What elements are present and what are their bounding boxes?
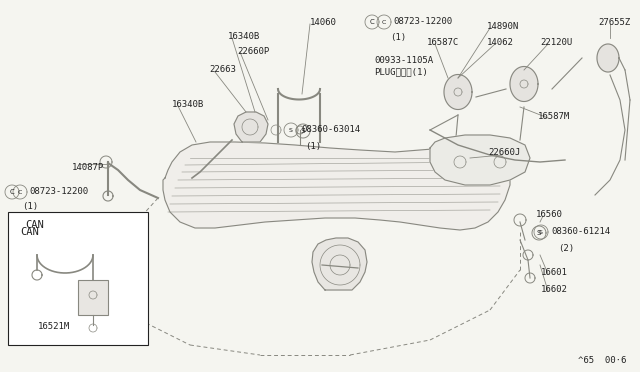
Polygon shape xyxy=(597,44,619,72)
Bar xyxy=(78,280,108,315)
Text: C: C xyxy=(18,189,22,195)
Text: (1): (1) xyxy=(390,33,406,42)
Text: PLUGフック(1): PLUGフック(1) xyxy=(374,67,428,76)
Text: ^65  00·6: ^65 00·6 xyxy=(578,356,627,365)
Text: 16521M: 16521M xyxy=(38,322,70,331)
Text: 27655Z: 27655Z xyxy=(598,18,630,27)
Text: 08723-12200: 08723-12200 xyxy=(393,17,452,26)
Text: C: C xyxy=(10,189,14,195)
Text: (1): (1) xyxy=(22,202,38,211)
Text: CAN: CAN xyxy=(20,227,39,237)
Polygon shape xyxy=(510,67,538,102)
Text: C: C xyxy=(382,19,386,25)
Text: 14060: 14060 xyxy=(310,18,337,27)
Text: 14087P: 14087P xyxy=(72,163,104,172)
Text: 16587C: 16587C xyxy=(427,38,460,47)
Text: 08360-63014: 08360-63014 xyxy=(301,125,360,135)
Text: S: S xyxy=(289,128,293,132)
Text: C: C xyxy=(370,19,374,25)
Text: 22660P: 22660P xyxy=(237,47,269,56)
Polygon shape xyxy=(430,135,530,185)
Text: 16340B: 16340B xyxy=(172,100,204,109)
Text: 08360-61214: 08360-61214 xyxy=(551,228,610,237)
Text: S: S xyxy=(301,128,305,134)
Text: (2): (2) xyxy=(558,244,574,253)
Text: S: S xyxy=(539,230,543,234)
Text: CAN: CAN xyxy=(25,220,44,230)
Text: 16340B: 16340B xyxy=(228,32,260,41)
Bar xyxy=(8,212,148,345)
Polygon shape xyxy=(234,112,268,142)
Text: 16601: 16601 xyxy=(541,268,568,277)
Text: 22660J: 22660J xyxy=(488,148,520,157)
Text: 14062: 14062 xyxy=(487,38,514,47)
Text: 22120U: 22120U xyxy=(540,38,572,47)
Polygon shape xyxy=(163,142,510,230)
Text: 14890N: 14890N xyxy=(487,22,519,31)
Polygon shape xyxy=(444,74,472,109)
Text: 08723-12200: 08723-12200 xyxy=(29,187,88,196)
Text: 16560: 16560 xyxy=(536,210,563,219)
Text: S: S xyxy=(537,230,541,236)
Text: 22663: 22663 xyxy=(209,65,236,74)
Text: 16587M: 16587M xyxy=(538,112,570,121)
Text: 00933-1105A: 00933-1105A xyxy=(374,56,433,65)
Polygon shape xyxy=(312,238,367,290)
Text: (1): (1) xyxy=(305,142,321,151)
Text: 16602: 16602 xyxy=(541,285,568,294)
